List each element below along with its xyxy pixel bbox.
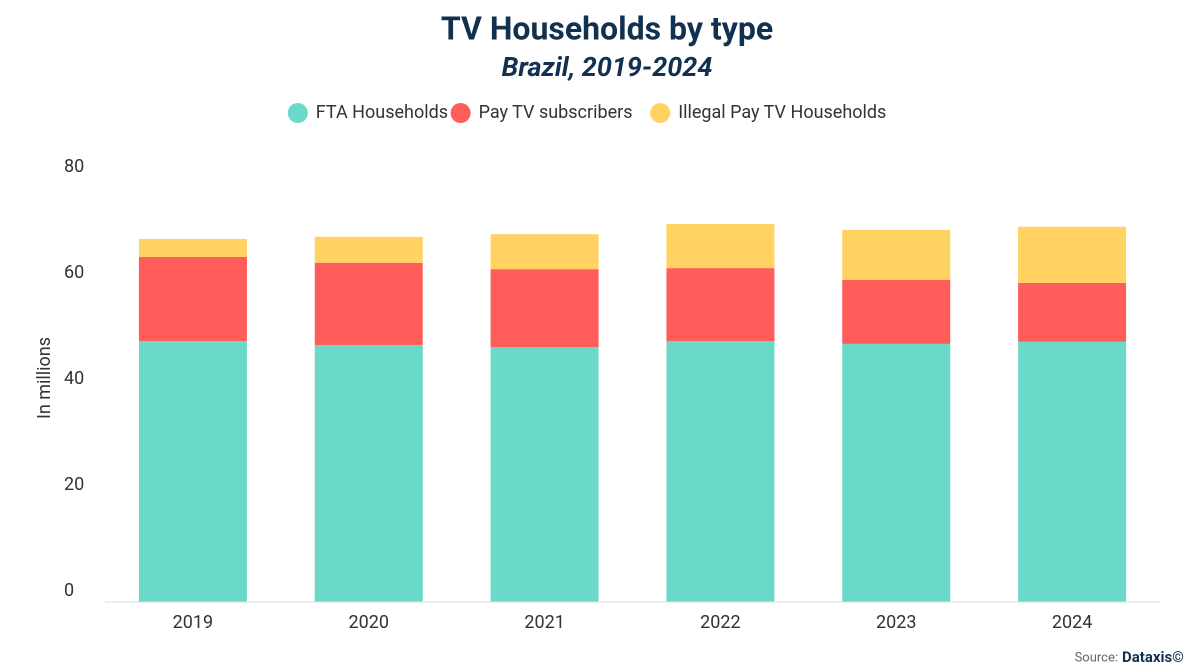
source-label: Source:	[1075, 650, 1118, 665]
bar-segment	[842, 229, 951, 280]
x-tick-label: 2019	[173, 612, 213, 633]
y-tick-label: 60	[64, 262, 84, 283]
bar-segment	[666, 341, 775, 602]
bar-segment	[1018, 282, 1127, 342]
y-tick-label: 0	[64, 580, 74, 601]
legend-marker	[287, 103, 308, 123]
y-axis-label: In millions	[34, 337, 55, 419]
bar-segment	[314, 236, 423, 263]
bar-segment	[314, 344, 423, 602]
bar-segment	[842, 279, 951, 344]
chart-subtitle: Brazil, 2019-2024	[502, 51, 713, 83]
bar-segment	[490, 269, 599, 348]
bar-segment	[666, 268, 775, 342]
chart-title: TV Households by type	[441, 9, 773, 47]
y-tick-label: 20	[64, 474, 84, 495]
bar-segment	[666, 224, 775, 269]
bar-segment	[314, 262, 423, 345]
x-tick-label: 2024	[1052, 612, 1092, 633]
legend-label: Illegal Pay TV Households	[678, 102, 886, 123]
legend-label: FTA Households	[316, 102, 448, 123]
legend-marker	[650, 103, 671, 123]
x-tick-label: 2020	[349, 612, 389, 633]
source: Dataxis©	[1122, 648, 1184, 666]
x-tick-label: 2022	[700, 612, 740, 633]
bar-segment	[138, 256, 247, 342]
bar-segment	[490, 234, 599, 270]
y-tick-label: 80	[64, 156, 84, 177]
legend-marker	[450, 103, 471, 123]
bar-segment	[1018, 341, 1127, 602]
legend-label: Pay TV subscribers	[479, 102, 633, 123]
bar-segment	[138, 238, 247, 257]
x-tick-label: 2021	[524, 612, 564, 633]
bar-segment	[842, 343, 951, 602]
bar-segment	[1018, 226, 1127, 283]
bar-segment	[490, 347, 599, 602]
bar-segment	[138, 341, 247, 602]
x-tick-label: 2023	[876, 612, 916, 633]
y-tick-label: 40	[64, 368, 84, 389]
